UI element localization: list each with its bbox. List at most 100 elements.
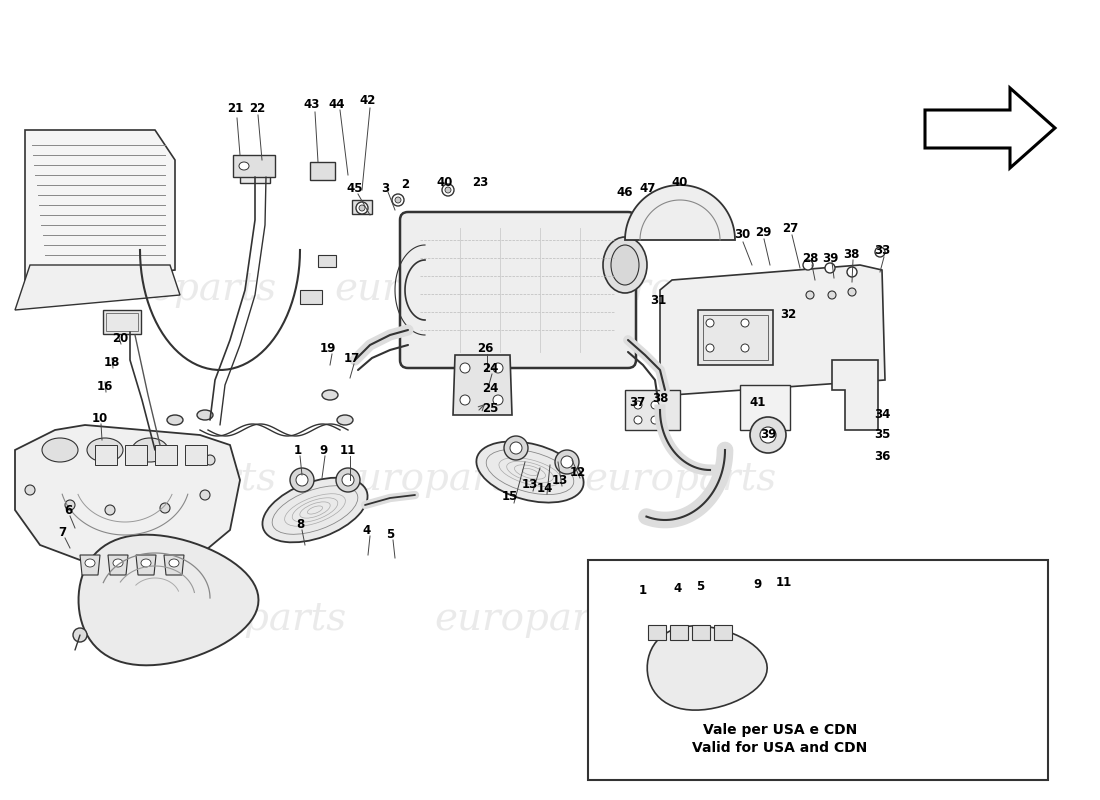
Bar bbox=[714, 625, 732, 640]
Text: 46: 46 bbox=[617, 186, 634, 198]
Polygon shape bbox=[925, 88, 1055, 168]
Ellipse shape bbox=[651, 401, 659, 409]
Text: 28: 28 bbox=[802, 251, 818, 265]
Text: 47: 47 bbox=[640, 182, 657, 194]
Ellipse shape bbox=[141, 559, 151, 567]
Text: 30: 30 bbox=[734, 229, 750, 242]
Text: 31: 31 bbox=[650, 294, 667, 306]
Ellipse shape bbox=[510, 442, 522, 454]
Ellipse shape bbox=[603, 237, 647, 293]
Ellipse shape bbox=[460, 395, 470, 405]
Ellipse shape bbox=[446, 187, 451, 193]
Polygon shape bbox=[740, 385, 790, 430]
Text: 6: 6 bbox=[64, 503, 73, 517]
Ellipse shape bbox=[87, 438, 123, 462]
Ellipse shape bbox=[476, 442, 584, 502]
Text: 26: 26 bbox=[476, 342, 493, 354]
Ellipse shape bbox=[442, 184, 454, 196]
Ellipse shape bbox=[741, 319, 749, 327]
Text: europarts: europarts bbox=[584, 271, 777, 309]
Ellipse shape bbox=[471, 370, 483, 380]
Bar bbox=[106, 313, 138, 331]
Bar bbox=[588, 560, 1048, 780]
Ellipse shape bbox=[634, 401, 642, 409]
Ellipse shape bbox=[73, 628, 87, 642]
Ellipse shape bbox=[392, 194, 404, 206]
Polygon shape bbox=[625, 185, 735, 240]
Bar bbox=[300, 290, 322, 304]
Polygon shape bbox=[647, 626, 767, 710]
Polygon shape bbox=[185, 445, 207, 465]
Text: 19: 19 bbox=[320, 342, 337, 354]
Polygon shape bbox=[155, 445, 177, 465]
Text: 27: 27 bbox=[782, 222, 799, 234]
Text: 1: 1 bbox=[639, 583, 647, 597]
Bar bbox=[103, 310, 141, 334]
Polygon shape bbox=[15, 265, 180, 310]
Ellipse shape bbox=[296, 474, 308, 486]
Text: 29: 29 bbox=[755, 226, 771, 238]
Text: europarts: europarts bbox=[334, 271, 526, 309]
Text: 35: 35 bbox=[873, 429, 890, 442]
Ellipse shape bbox=[290, 468, 314, 492]
Text: 34: 34 bbox=[873, 407, 890, 421]
Text: Vale per USA e CDN: Vale per USA e CDN bbox=[703, 723, 857, 737]
Ellipse shape bbox=[825, 263, 835, 273]
Text: 4: 4 bbox=[674, 582, 682, 594]
Text: 4: 4 bbox=[363, 523, 371, 537]
Text: 14: 14 bbox=[537, 482, 553, 494]
Ellipse shape bbox=[359, 205, 365, 211]
Text: 9: 9 bbox=[319, 443, 327, 457]
Text: europarts: europarts bbox=[154, 602, 346, 638]
Ellipse shape bbox=[132, 438, 168, 462]
Polygon shape bbox=[455, 360, 500, 410]
Ellipse shape bbox=[788, 620, 808, 640]
Ellipse shape bbox=[197, 410, 213, 420]
Text: 15: 15 bbox=[502, 490, 518, 503]
Ellipse shape bbox=[337, 415, 353, 425]
Polygon shape bbox=[660, 265, 886, 395]
Text: 5: 5 bbox=[696, 579, 704, 593]
Text: 38: 38 bbox=[652, 391, 668, 405]
Text: 7: 7 bbox=[58, 526, 66, 538]
Ellipse shape bbox=[675, 629, 683, 635]
Bar bbox=[698, 310, 773, 365]
Ellipse shape bbox=[205, 455, 214, 465]
Ellipse shape bbox=[322, 390, 338, 400]
Text: 24: 24 bbox=[482, 362, 498, 374]
Bar bbox=[703, 315, 768, 360]
Text: europarts: europarts bbox=[433, 602, 626, 638]
Ellipse shape bbox=[160, 503, 170, 513]
Text: 13: 13 bbox=[521, 478, 538, 491]
Ellipse shape bbox=[167, 415, 183, 425]
Ellipse shape bbox=[706, 319, 714, 327]
Text: europarts: europarts bbox=[653, 602, 846, 638]
Text: 21: 21 bbox=[227, 102, 243, 114]
Polygon shape bbox=[164, 555, 184, 575]
Text: 40: 40 bbox=[437, 177, 453, 190]
Ellipse shape bbox=[471, 388, 483, 398]
Text: 9: 9 bbox=[752, 578, 761, 591]
Text: 40: 40 bbox=[672, 177, 689, 190]
Ellipse shape bbox=[634, 416, 642, 424]
Ellipse shape bbox=[65, 500, 75, 510]
Text: 42: 42 bbox=[360, 94, 376, 106]
Text: 17: 17 bbox=[344, 351, 360, 365]
Text: 2: 2 bbox=[400, 178, 409, 191]
FancyBboxPatch shape bbox=[400, 212, 636, 368]
Ellipse shape bbox=[493, 363, 503, 373]
Ellipse shape bbox=[395, 197, 402, 203]
Polygon shape bbox=[832, 360, 878, 430]
Ellipse shape bbox=[706, 344, 714, 352]
Ellipse shape bbox=[653, 629, 661, 635]
Text: europarts: europarts bbox=[584, 462, 777, 498]
Ellipse shape bbox=[651, 416, 659, 424]
Ellipse shape bbox=[504, 436, 528, 460]
Ellipse shape bbox=[780, 622, 859, 668]
Text: europarts: europarts bbox=[334, 462, 526, 498]
Text: 11: 11 bbox=[776, 577, 792, 590]
Text: 10: 10 bbox=[92, 411, 108, 425]
Text: 20: 20 bbox=[112, 331, 128, 345]
Bar bbox=[318, 255, 336, 267]
Ellipse shape bbox=[848, 288, 856, 296]
